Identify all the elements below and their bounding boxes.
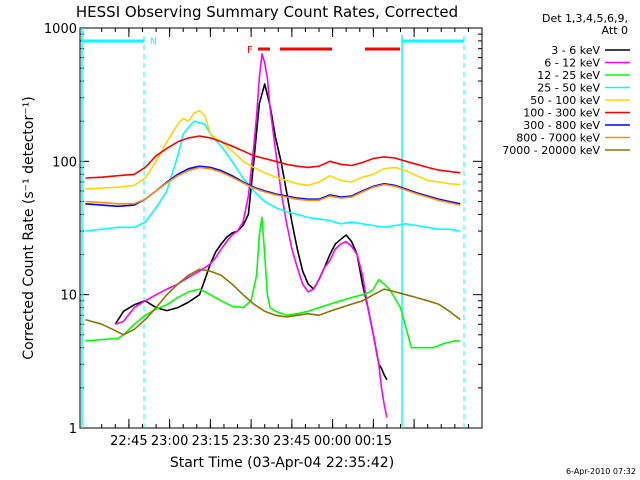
x-tick-label: 23:15 [192,434,229,449]
plot-annotations: NF [81,28,465,428]
series-line [85,268,461,336]
x-tick-label: 23:00 [151,434,188,449]
legend-entry-label: 7000 - 20000 keV [502,144,600,157]
series-line [85,216,461,349]
legend-entry-label: 6 - 12 keV [544,57,600,70]
y-tick-label: 100 [52,155,77,170]
series-line [115,52,388,418]
legend-entry-label: 800 - 7000 keV [516,132,600,145]
x-tick-label: 23:30 [232,434,269,449]
plot-timestamp: 6-Apr-2010 07:32 [566,467,636,476]
legend-header-line: Att 0 [602,24,628,37]
plot-frame [79,27,483,429]
y-tick-label: 10 [60,289,77,304]
x-tick-label: 00:00 [314,434,351,449]
series-line [114,83,388,381]
x-tick-label: 23:45 [273,434,310,449]
night-label: N [150,37,157,47]
y-axis: 1 10 100 1000 [44,22,482,437]
series-line [85,166,461,206]
legend-entry-label: 300 - 800 keV [523,119,600,132]
legend-entry-label: 12 - 25 keV [537,69,600,82]
flare-label: F [247,45,253,56]
series-line [85,135,461,179]
x-axis: 22:45 23:00 23:15 23:30 23:45 00:00 00:15 [101,28,483,449]
legend-header-line: Det 1,3,4,5,6,9, [542,12,628,25]
legend-entry-label: 25 - 50 keV [537,82,600,95]
y-axis-label: Corrected Count Rate (s⁻¹ detector⁻¹) [21,96,37,359]
chart-title: HESSI Observing Summary Count Rates, Cor… [76,3,458,21]
plot-area-border [79,27,483,429]
x-tick-label: 00:15 [355,434,392,449]
legend-entry-label: 50 - 100 keV [530,94,600,107]
legend-entry-label: 100 - 300 keV [523,107,600,120]
series-lines [85,52,461,418]
series-line [85,109,461,190]
legend-entry-label: 3 - 6 keV [551,44,600,57]
y-tick-label: 1000 [44,22,77,37]
y-tick-label: 1 [69,422,77,437]
x-tick-label: 22:45 [110,434,147,449]
series-line [85,120,461,232]
x-axis-label: Start Time (03-Apr-04 22:35:42) [170,455,394,471]
